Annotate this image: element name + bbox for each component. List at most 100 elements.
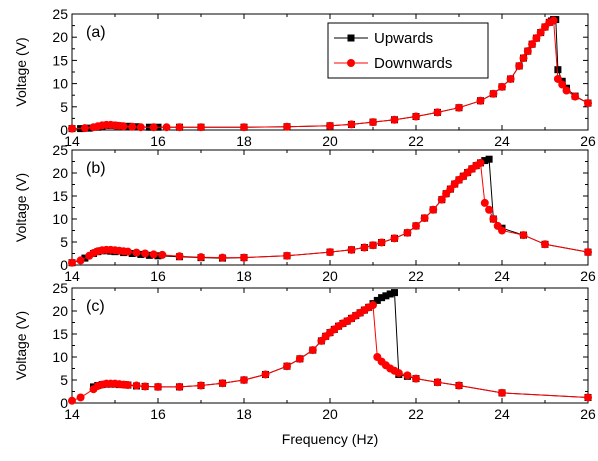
- y-tick-label: 0: [60, 257, 68, 273]
- data-point: [68, 396, 76, 405]
- data-point: [347, 245, 356, 254]
- data-point: [132, 248, 141, 257]
- data-point: [76, 393, 85, 402]
- data-point: [347, 120, 356, 129]
- x-tick-label: 24: [494, 406, 510, 422]
- panel-label: (a): [86, 24, 106, 41]
- data-point: [123, 381, 132, 390]
- x-tick-label: 18: [236, 406, 252, 422]
- data-point: [506, 74, 515, 83]
- data-point: [175, 252, 184, 261]
- x-tick-label: 20: [322, 133, 338, 149]
- data-point: [584, 393, 592, 402]
- legend-box: [327, 22, 489, 79]
- data-point: [390, 115, 399, 124]
- data-point: [295, 354, 304, 363]
- data-point: [158, 250, 167, 259]
- x-tick-label: 24: [494, 133, 510, 149]
- data-point: [175, 382, 184, 391]
- data-point: [68, 258, 76, 267]
- data-point: [369, 301, 377, 310]
- data-point: [476, 158, 485, 167]
- series-line: [71, 304, 589, 402]
- y-tick-label: 0: [60, 395, 68, 411]
- y-tick-label: 0: [60, 122, 68, 138]
- data-point: [154, 382, 162, 391]
- data-point: [480, 198, 489, 207]
- x-axis-label: Frequency (Hz): [282, 431, 378, 447]
- x-tick-label: 20: [322, 268, 338, 284]
- y-tick-label: 10: [52, 76, 68, 92]
- data-point: [218, 379, 227, 388]
- data-point: [80, 124, 89, 133]
- series-downwards: [68, 16, 592, 133]
- data-point: [76, 256, 85, 265]
- data-point: [394, 369, 403, 378]
- legend-marker: [347, 34, 355, 42]
- data-point: [197, 253, 205, 262]
- panel-label: (b): [86, 160, 106, 177]
- x-tick-label: 18: [236, 133, 252, 149]
- data-point: [141, 382, 150, 391]
- data-point: [584, 99, 592, 108]
- data-point: [149, 250, 158, 259]
- series-line: [71, 162, 589, 264]
- data-point: [369, 118, 377, 127]
- data-point: [240, 376, 248, 384]
- plot-frame: [71, 149, 589, 266]
- data-point: [128, 250, 136, 257]
- data-point: [584, 248, 592, 257]
- x-tick-label: 22: [408, 406, 424, 422]
- data-point: [523, 47, 532, 56]
- data-point: [433, 108, 442, 117]
- data-point: [571, 92, 580, 101]
- data-point: [403, 371, 412, 380]
- y-axis-label: Voltage (V): [13, 173, 29, 242]
- data-point: [261, 370, 270, 379]
- data-point: [197, 123, 205, 132]
- y-tick-label: 15: [52, 52, 68, 68]
- x-tick-label: 14: [64, 133, 80, 149]
- y-tick-label: 5: [60, 234, 68, 250]
- series-upwards: [90, 289, 592, 401]
- x-tick-label: 14: [64, 268, 80, 284]
- x-tick-label: 26: [580, 268, 596, 284]
- y-tick-label: 20: [52, 29, 68, 45]
- data-point: [240, 123, 248, 132]
- x-tick-label: 16: [150, 406, 166, 422]
- data-point: [326, 248, 334, 257]
- y-tick-label: 20: [52, 303, 68, 319]
- data-point: [485, 205, 494, 214]
- data-point: [498, 388, 506, 397]
- data-point: [489, 215, 498, 223]
- y-axis-label: Voltage (V): [13, 37, 29, 106]
- x-tick-label: 16: [150, 268, 166, 284]
- legend-label: Downwards: [374, 55, 452, 72]
- data-point: [536, 28, 545, 37]
- data-point: [412, 374, 420, 383]
- data-point: [429, 205, 438, 214]
- y-tick-label: 25: [52, 280, 68, 296]
- data-point: [175, 123, 184, 132]
- panel-1: 0 5 10 15 20 25 14 16 18 20 22 24 26 Voltage (V) (a) Up…: [13, 6, 596, 149]
- y-tick-label: 15: [52, 326, 68, 342]
- data-point: [498, 82, 506, 91]
- legend-label: Upwards: [374, 30, 433, 47]
- data-point: [519, 54, 528, 63]
- series-line: [93, 291, 589, 398]
- y-tick-label: 5: [60, 99, 68, 115]
- data-point: [519, 231, 528, 240]
- y-tick-label: 10: [52, 211, 68, 227]
- x-tick-label: 24: [494, 268, 510, 284]
- data-point: [433, 378, 442, 387]
- data-point: [528, 40, 537, 49]
- data-point: [386, 290, 394, 298]
- data-point: [141, 249, 150, 258]
- data-point: [162, 123, 171, 132]
- data-point: [549, 16, 558, 25]
- x-tick-label: 22: [408, 268, 424, 284]
- data-point: [123, 247, 132, 256]
- data-point: [145, 251, 153, 259]
- data-point: [132, 381, 141, 390]
